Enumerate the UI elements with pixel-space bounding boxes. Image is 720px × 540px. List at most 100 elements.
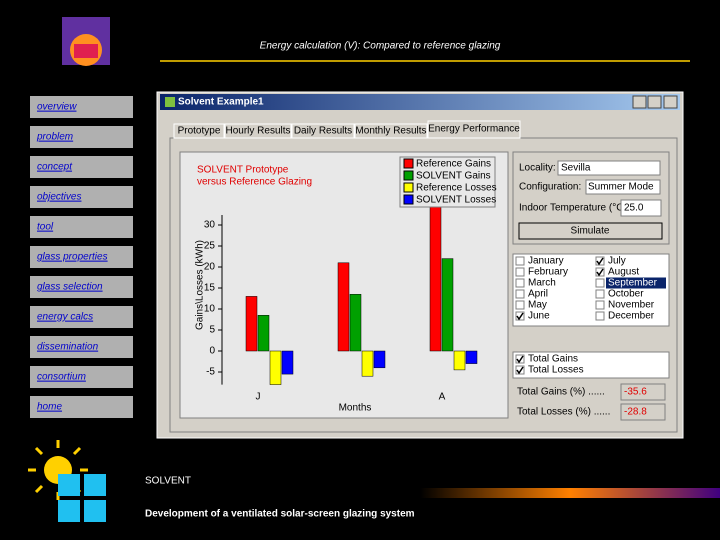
nav-link[interactable]: tool xyxy=(37,222,54,233)
check xyxy=(516,355,524,364)
checkbox[interactable] xyxy=(595,256,605,266)
tab[interactable] xyxy=(224,123,292,139)
y-tick-label: 25 xyxy=(204,241,216,252)
nav-button[interactable] xyxy=(30,126,133,148)
y-tick-label: 20 xyxy=(204,262,216,273)
checkbox[interactable] xyxy=(595,300,605,310)
nav-button[interactable] xyxy=(30,186,133,208)
month-label[interactable]: October xyxy=(608,289,644,300)
x-tick-label: A xyxy=(439,392,446,403)
month-label[interactable]: March xyxy=(528,278,556,289)
checkbox[interactable] xyxy=(515,311,525,321)
legend-label: Reference Losses xyxy=(416,183,497,194)
checkbox[interactable] xyxy=(515,256,525,266)
bar xyxy=(453,350,466,371)
locality-select[interactable] xyxy=(557,160,661,176)
button-label[interactable]: Simulate xyxy=(571,226,610,237)
chart-title: versus Reference Glazing xyxy=(197,177,312,188)
month-label[interactable]: April xyxy=(528,289,548,300)
tab-label[interactable]: Daily Results xyxy=(294,126,352,137)
month-label[interactable]: September xyxy=(608,278,658,289)
checkbox[interactable] xyxy=(595,311,605,321)
nav-button[interactable] xyxy=(30,246,133,268)
nav-link[interactable]: home xyxy=(37,402,62,413)
bar xyxy=(441,258,454,352)
close-button[interactable] xyxy=(663,95,678,109)
month-label[interactable]: August xyxy=(608,267,639,278)
nav-button[interactable] xyxy=(30,306,133,328)
nav-button[interactable] xyxy=(30,366,133,388)
window-title: Solvent Example1 xyxy=(178,97,264,108)
nav-link[interactable]: glass selection xyxy=(37,282,103,293)
legend-label: SOLVENT Losses xyxy=(416,195,496,206)
check xyxy=(516,312,524,321)
total-label[interactable]: Total Losses xyxy=(528,365,584,376)
nav-button[interactable] xyxy=(30,396,133,418)
nav-button[interactable] xyxy=(30,156,133,178)
checkbox[interactable] xyxy=(515,365,525,375)
field-value[interactable]: Sevilla xyxy=(561,163,591,174)
tab-label[interactable]: Energy Performance xyxy=(428,124,520,135)
nav-link[interactable]: concept xyxy=(37,162,73,173)
nav-link[interactable]: energy calcs xyxy=(37,312,93,323)
nav-link[interactable]: dissemination xyxy=(37,342,99,353)
check xyxy=(516,366,524,375)
y-axis-label: Gains\Losses (kWh) xyxy=(195,240,206,330)
checkbox[interactable] xyxy=(595,278,605,288)
nav-link[interactable]: problem xyxy=(36,132,73,143)
simulate-button[interactable] xyxy=(518,222,663,240)
maximize-button[interactable] xyxy=(647,95,662,109)
month-label[interactable]: February xyxy=(528,267,568,278)
nav: overview problem concept objectives tool glas… xyxy=(30,96,133,418)
legend-swatch xyxy=(403,194,414,205)
month-label[interactable]: June xyxy=(528,311,550,322)
minimize-button[interactable] xyxy=(632,95,647,109)
tab-label[interactable]: Hourly Results xyxy=(225,126,290,137)
total-label[interactable]: Total Gains xyxy=(528,354,578,365)
bar xyxy=(465,350,478,364)
configuration-select[interactable] xyxy=(585,179,661,195)
nav-link[interactable]: overview xyxy=(37,102,77,113)
tab[interactable] xyxy=(354,123,428,139)
tab[interactable] xyxy=(291,123,355,139)
month-label[interactable]: December xyxy=(608,311,655,322)
checkbox[interactable] xyxy=(595,267,605,277)
months-list xyxy=(512,253,670,327)
tab[interactable] xyxy=(173,123,225,139)
nav-link[interactable]: glass properties xyxy=(37,252,108,263)
footer-logo xyxy=(28,440,106,522)
chart-title: SOLVENT Prototype xyxy=(197,165,289,176)
tab-label[interactable]: Monthly Results xyxy=(355,126,426,137)
x-axis-label: Months xyxy=(339,403,372,414)
checkbox[interactable] xyxy=(595,289,605,299)
nav-link[interactable]: objectives xyxy=(37,192,81,203)
nav-button[interactable] xyxy=(30,276,133,298)
legend-label: Reference Gains xyxy=(416,159,491,170)
y-tick-label: -5 xyxy=(206,367,215,378)
nav-button[interactable] xyxy=(30,336,133,358)
checkbox[interactable] xyxy=(515,267,525,277)
check xyxy=(596,257,604,266)
tab-label[interactable]: Prototype xyxy=(178,126,221,137)
tab[interactable] xyxy=(427,120,521,139)
month-label[interactable]: November xyxy=(608,300,655,311)
footer-title: SOLVENT xyxy=(145,476,191,487)
checkbox[interactable] xyxy=(515,300,525,310)
checkbox[interactable] xyxy=(515,278,525,288)
field-value[interactable]: Summer Mode xyxy=(588,182,654,193)
field-value[interactable]: 25.0 xyxy=(624,203,644,214)
check xyxy=(596,268,604,277)
month-label[interactable]: May xyxy=(528,300,547,311)
nav-button[interactable] xyxy=(30,96,133,118)
temperature-input[interactable] xyxy=(620,199,662,217)
checkbox[interactable] xyxy=(515,289,525,299)
month-label[interactable]: July xyxy=(608,256,626,267)
bar xyxy=(245,296,258,352)
nav-link[interactable]: consortium xyxy=(37,372,86,383)
checkbox[interactable] xyxy=(515,354,525,364)
month-label[interactable]: January xyxy=(528,256,564,267)
result-box xyxy=(620,403,666,421)
nav-button[interactable] xyxy=(30,216,133,238)
